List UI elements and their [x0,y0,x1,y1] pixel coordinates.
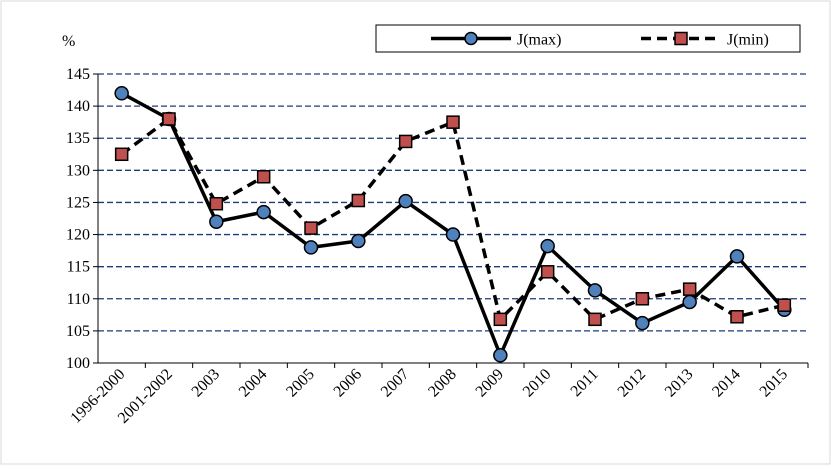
marker [682,282,697,296]
marker [729,249,745,264]
marker [587,283,603,298]
legend-label: J(min) [727,32,769,49]
series-line [120,116,785,323]
y-tick-label: 145 [66,66,90,83]
marker [256,204,271,220]
y-tick-label: 125 [66,194,90,211]
y-tick-label: 105 [66,323,90,340]
marker [209,196,224,211]
marker [493,312,508,327]
marker [446,115,460,129]
marker [635,292,650,306]
legend-marker [674,31,688,46]
y-unit: % [62,33,75,50]
marker [635,315,650,331]
y-tick-label: 140 [66,98,90,115]
marker [114,86,129,101]
marker [445,227,461,242]
marker [682,294,697,310]
marker [209,214,224,229]
y-tick-label: 135 [66,130,90,147]
marker [398,134,413,149]
marker [351,193,366,208]
y-tick-label: 115 [67,259,90,276]
marker [777,298,792,312]
marker [730,310,744,324]
marker [398,193,413,209]
y-tick-label: 100 [66,355,90,372]
marker [303,240,319,255]
marker [256,170,271,184]
marker [351,233,366,249]
marker [304,221,318,235]
y-tick-label: 110 [67,291,90,308]
y-tick-label: 130 [66,162,90,179]
marker [493,348,508,363]
marker [540,265,555,279]
y-tick-label: 120 [66,227,90,244]
marker [588,312,602,327]
legend-marker [464,31,478,46]
marker [540,238,555,254]
marker [114,147,129,162]
legend-label: J(max) [517,32,561,49]
marker [162,112,176,126]
